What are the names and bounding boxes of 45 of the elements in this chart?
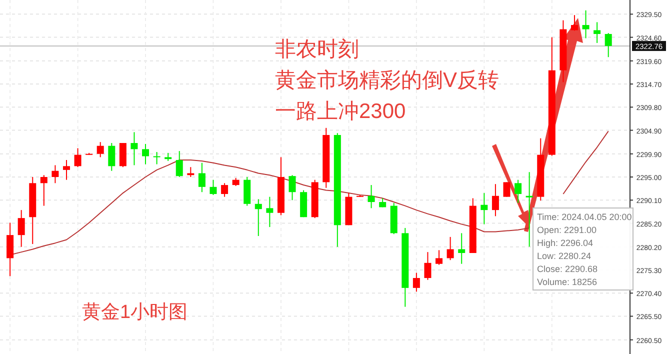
candlestick [176,150,183,178]
candlestick [62,160,70,180]
annotation: Time: 2024.04.05 20:00 [537,212,632,222]
candlestick [153,151,160,165]
candlestick [187,166,194,178]
candlestick [526,172,533,248]
candlestick [108,142,116,172]
candlestick [6,222,14,277]
candlestick [254,198,262,236]
annotation: 非农时刻 [275,38,359,61]
candlestick [492,184,499,217]
candlestick [130,132,138,166]
candlestick [18,210,25,248]
annotation: Volume: 18256 [537,277,598,287]
annotation: Low: 2280.24 [537,251,592,261]
candlestick [119,142,126,168]
annotation: High: 2296.04 [537,238,594,248]
candlestick [446,236,454,261]
candlestick [210,179,217,196]
candlestick [96,142,104,158]
candlestick [594,22,601,44]
candlestick [604,32,612,58]
candlestick [503,182,510,198]
candlestick [40,174,48,206]
annotation: 黄金1小时图 [82,302,188,323]
candlestick [424,252,432,280]
candlestick [221,182,228,198]
candlestick [480,192,488,225]
annotation: 黄金市场精彩的倒V反转 [275,69,500,92]
annotation: Close: 2290.68 [537,264,598,274]
candlestick [570,14,578,32]
candlestick [288,174,296,201]
candlestick [412,272,420,292]
candlestick [582,10,590,39]
candlestick [142,143,150,165]
candlestick [74,148,82,168]
candlestick [514,179,522,204]
candlestick [368,184,375,209]
candlestick [458,232,466,264]
annotation: Open: 2291.00 [537,225,597,235]
candlestick [198,162,206,193]
candlestick [436,250,443,266]
annotation: 一路上冲2300 [275,100,406,123]
candlestick [266,196,274,228]
candlestick [52,164,59,184]
